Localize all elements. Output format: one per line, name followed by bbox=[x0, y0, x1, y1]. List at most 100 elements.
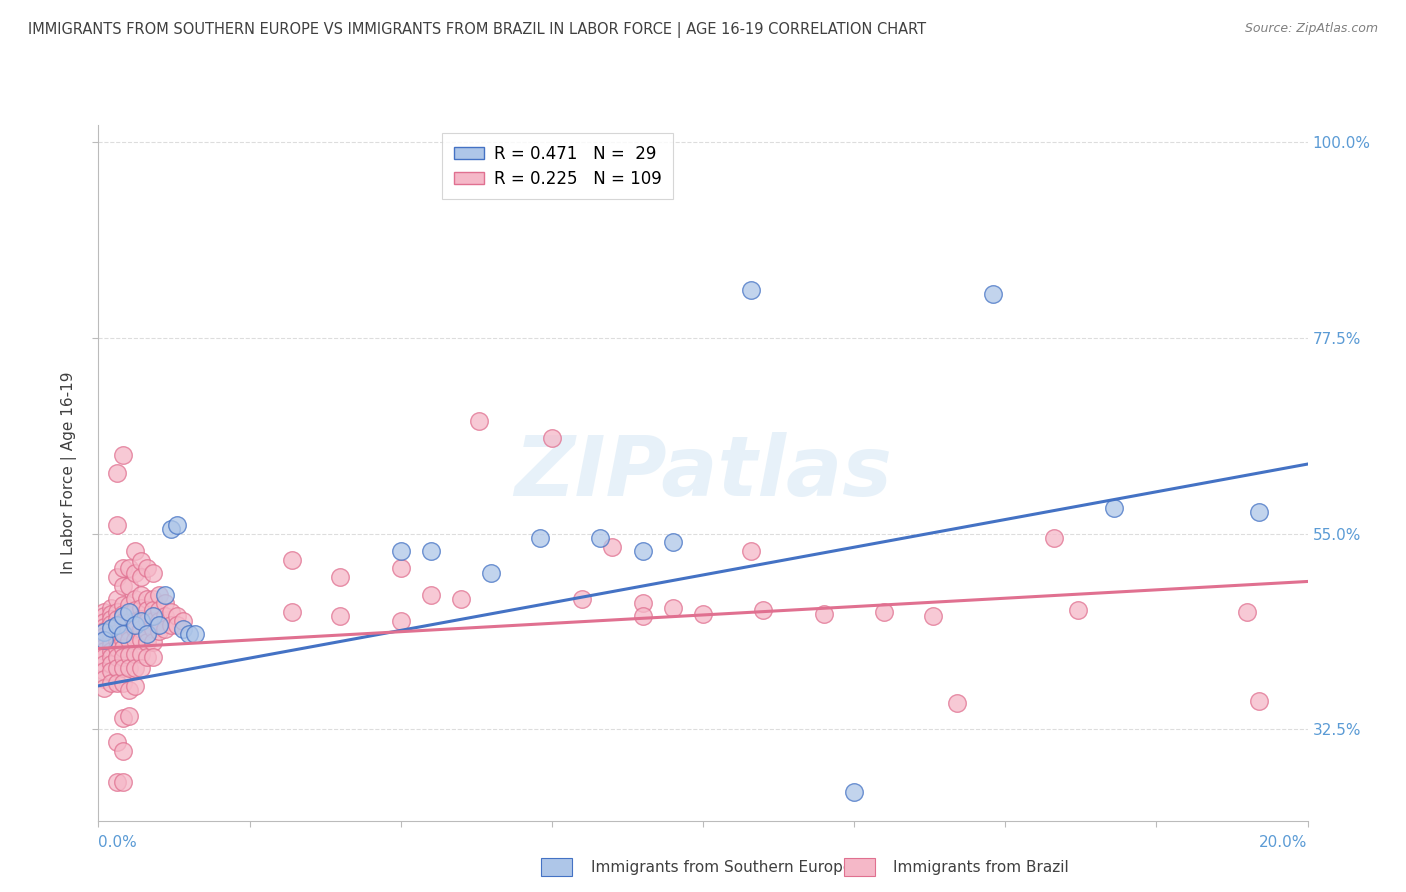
Point bbox=[631, 596, 654, 610]
Point bbox=[93, 624, 115, 638]
Point bbox=[153, 587, 176, 601]
Point bbox=[129, 623, 152, 637]
Point bbox=[124, 679, 146, 693]
Point bbox=[1236, 605, 1258, 619]
Point bbox=[100, 632, 122, 647]
Point bbox=[160, 605, 183, 619]
Point bbox=[135, 626, 157, 640]
Point bbox=[124, 618, 146, 632]
Point bbox=[111, 626, 134, 640]
Point bbox=[166, 618, 188, 632]
Point bbox=[93, 634, 115, 648]
Point bbox=[118, 579, 141, 593]
Text: ZIPatlas: ZIPatlas bbox=[515, 433, 891, 513]
Point bbox=[142, 635, 165, 649]
Point bbox=[631, 609, 654, 624]
Point bbox=[124, 614, 146, 628]
Text: Source: ZipAtlas.com: Source: ZipAtlas.com bbox=[1244, 22, 1378, 36]
Point bbox=[105, 619, 128, 633]
Point bbox=[662, 535, 685, 549]
Point bbox=[105, 517, 128, 532]
Point bbox=[93, 620, 115, 634]
Point bbox=[118, 607, 141, 621]
Point bbox=[118, 648, 141, 663]
Point bbox=[142, 614, 165, 628]
Point bbox=[118, 605, 141, 619]
Point bbox=[118, 624, 141, 638]
Point bbox=[105, 570, 128, 584]
Point bbox=[129, 612, 152, 626]
Point bbox=[946, 696, 969, 710]
Point bbox=[153, 596, 176, 610]
Point bbox=[100, 650, 122, 665]
Point bbox=[281, 605, 304, 619]
Point bbox=[118, 709, 141, 723]
Point bbox=[105, 735, 128, 749]
Text: IMMIGRANTS FROM SOUTHERN EUROPE VS IMMIGRANTS FROM BRAZIL IN LABOR FORCE | AGE 1: IMMIGRANTS FROM SOUTHERN EUROPE VS IMMIG… bbox=[28, 22, 927, 38]
Point bbox=[105, 661, 128, 675]
Point bbox=[172, 623, 194, 637]
Point bbox=[813, 607, 835, 621]
Point bbox=[981, 287, 1004, 301]
Point bbox=[105, 676, 128, 690]
Point bbox=[118, 683, 141, 698]
Point bbox=[111, 632, 134, 647]
Point bbox=[662, 600, 685, 615]
Point bbox=[93, 681, 115, 696]
Point bbox=[740, 544, 762, 558]
Point bbox=[529, 531, 551, 545]
Point bbox=[111, 676, 134, 690]
Point bbox=[129, 587, 152, 601]
Point bbox=[571, 591, 593, 606]
Point bbox=[100, 638, 122, 652]
Point bbox=[124, 623, 146, 637]
Point bbox=[160, 522, 183, 536]
Point bbox=[135, 603, 157, 617]
Point bbox=[111, 650, 134, 665]
Point bbox=[166, 609, 188, 624]
Point bbox=[111, 615, 134, 630]
Point bbox=[281, 552, 304, 567]
Point bbox=[148, 587, 170, 601]
Point bbox=[1042, 531, 1064, 545]
Point bbox=[100, 664, 122, 678]
Point bbox=[124, 632, 146, 647]
Point bbox=[93, 650, 115, 665]
Point bbox=[752, 603, 775, 617]
Point bbox=[100, 676, 122, 690]
Point bbox=[148, 603, 170, 617]
Point bbox=[135, 561, 157, 575]
Point bbox=[105, 641, 128, 656]
Point bbox=[179, 626, 201, 640]
Point bbox=[111, 744, 134, 758]
Point bbox=[389, 561, 412, 575]
Text: Immigrants from Brazil: Immigrants from Brazil bbox=[893, 860, 1069, 874]
Y-axis label: In Labor Force | Age 16-19: In Labor Force | Age 16-19 bbox=[60, 371, 77, 574]
Point bbox=[105, 591, 128, 606]
Point bbox=[105, 632, 128, 647]
Point bbox=[118, 661, 141, 675]
Point bbox=[111, 711, 134, 725]
Point bbox=[111, 607, 134, 621]
Point bbox=[118, 598, 141, 612]
Point bbox=[111, 624, 134, 638]
Point bbox=[105, 774, 128, 789]
Point bbox=[118, 615, 141, 630]
Point bbox=[631, 544, 654, 558]
Point bbox=[135, 614, 157, 628]
Point bbox=[105, 466, 128, 480]
Point bbox=[124, 566, 146, 580]
Point bbox=[124, 661, 146, 675]
Point bbox=[540, 431, 562, 445]
Point bbox=[329, 609, 352, 624]
Point bbox=[692, 607, 714, 621]
Point bbox=[100, 644, 122, 658]
Text: Immigrants from Southern Europe: Immigrants from Southern Europe bbox=[591, 860, 852, 874]
Point bbox=[93, 624, 115, 639]
Text: 20.0%: 20.0% bbox=[1260, 836, 1308, 850]
Point bbox=[105, 612, 128, 626]
Point bbox=[93, 605, 115, 619]
Point bbox=[135, 624, 157, 638]
Point bbox=[118, 561, 141, 575]
Point bbox=[184, 626, 207, 640]
